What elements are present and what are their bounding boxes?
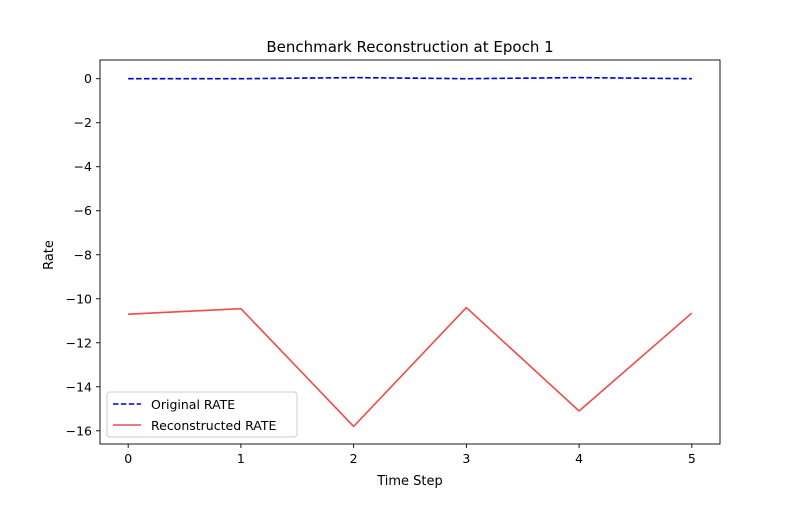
- legend-box: [106, 391, 298, 438]
- x-axis-label: Time Step: [376, 474, 443, 489]
- y-tick-label: −4: [74, 159, 92, 174]
- plot-area: 0 1 2 3 4 5 0 −2 −4 −6 −8 −10 −12 −14 −16: [66, 59, 721, 466]
- x-tick-label: 3: [462, 451, 470, 466]
- y-tick-label: −2: [74, 115, 92, 130]
- y-tick-label: −8: [74, 247, 92, 262]
- x-tick-label: 1: [237, 451, 245, 466]
- axes-frame: [99, 59, 721, 445]
- y-tick-label: −16: [66, 423, 92, 438]
- series-line-reconstructed: [128, 306, 693, 428]
- y-tick-label: −14: [66, 379, 92, 394]
- y-tick-label: −6: [74, 203, 92, 218]
- y-tick-label: −12: [66, 335, 92, 350]
- legend: Original RATE Reconstructed RATE: [106, 391, 298, 438]
- series-line-original: [128, 76, 692, 80]
- legend-label-original: Original RATE: [151, 397, 235, 412]
- x-tick-label: 4: [575, 451, 583, 466]
- chart-title: Benchmark Reconstruction at Epoch 1: [266, 38, 553, 56]
- legend-label-reconstructed: Reconstructed RATE: [151, 418, 276, 433]
- y-tick-label: −10: [66, 291, 92, 306]
- y-tick-label: 0: [84, 71, 92, 86]
- x-tick-label: 5: [688, 451, 696, 466]
- x-tick-label: 2: [350, 451, 358, 466]
- y-axis-label: Rate: [42, 240, 57, 270]
- x-tick-label: 0: [124, 451, 132, 466]
